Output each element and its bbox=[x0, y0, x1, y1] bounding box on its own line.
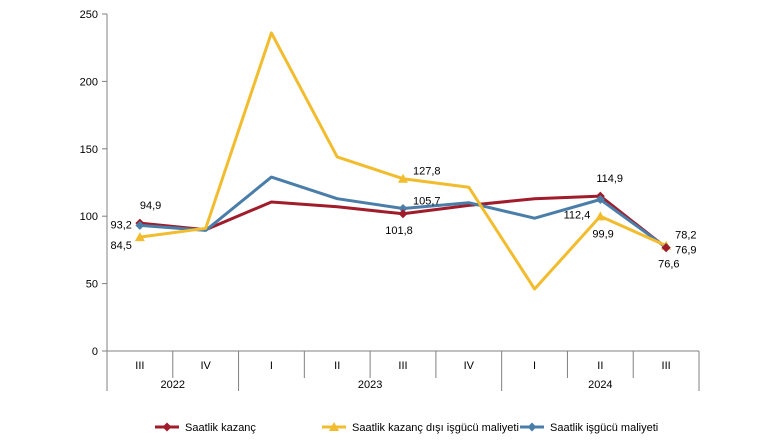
y-tick-label: 50 bbox=[86, 279, 98, 291]
data-point-marker bbox=[398, 173, 408, 183]
data-point-marker bbox=[661, 243, 671, 253]
data-label: 93,2 bbox=[110, 219, 131, 231]
series-line bbox=[138, 31, 668, 291]
year-label: 2022 bbox=[161, 379, 185, 391]
data-point-marker bbox=[398, 209, 408, 219]
x-tick-label: III bbox=[398, 360, 407, 372]
x-tick-label: I bbox=[533, 360, 536, 372]
x-tick-label: I bbox=[270, 360, 273, 372]
data-point-marker bbox=[595, 194, 605, 204]
data-label: 127,8 bbox=[413, 166, 441, 178]
data-label: 99,9 bbox=[592, 228, 613, 240]
data-label: 101,8 bbox=[385, 225, 413, 237]
data-label: 114,9 bbox=[596, 173, 623, 185]
data-label: 84,5 bbox=[110, 240, 131, 252]
legend-label: Saatlik işgücü maliyeti bbox=[550, 422, 658, 434]
x-tick-label: IV bbox=[464, 360, 475, 372]
y-tick-label: 0 bbox=[92, 346, 98, 358]
data-label: 105,7 bbox=[413, 196, 441, 208]
y-tick-label: 100 bbox=[80, 211, 98, 223]
x-tick-label: III bbox=[662, 360, 671, 372]
data-point-marker bbox=[134, 232, 145, 242]
data-point-marker bbox=[135, 220, 145, 230]
legend-marker bbox=[162, 422, 172, 432]
x-tick-label: II bbox=[334, 360, 340, 372]
year-label: 2023 bbox=[358, 379, 382, 391]
legend-label: Saatlik kazanç dışı işgücü maliyeti bbox=[352, 422, 519, 434]
data-label: 94,9 bbox=[140, 200, 161, 212]
x-tick-label: II bbox=[597, 360, 603, 372]
legend-label: Saatlik kazanç bbox=[185, 422, 256, 434]
legend-marker bbox=[329, 422, 339, 431]
data-label: 76,9 bbox=[675, 244, 696, 256]
year-label: 2024 bbox=[588, 379, 612, 391]
x-tick-label: IV bbox=[200, 360, 211, 372]
y-tick-label: 150 bbox=[80, 144, 98, 156]
y-tick-label: 200 bbox=[80, 76, 98, 88]
legend-marker bbox=[527, 422, 537, 432]
data-label: 76,6 bbox=[658, 259, 679, 271]
data-label: 112,4 bbox=[564, 209, 591, 221]
y-tick-label: 250 bbox=[80, 9, 98, 21]
data-label: 78,2 bbox=[675, 230, 696, 242]
data-point-marker bbox=[398, 204, 408, 214]
x-tick-label: III bbox=[135, 360, 144, 372]
data-point-marker bbox=[595, 211, 606, 221]
